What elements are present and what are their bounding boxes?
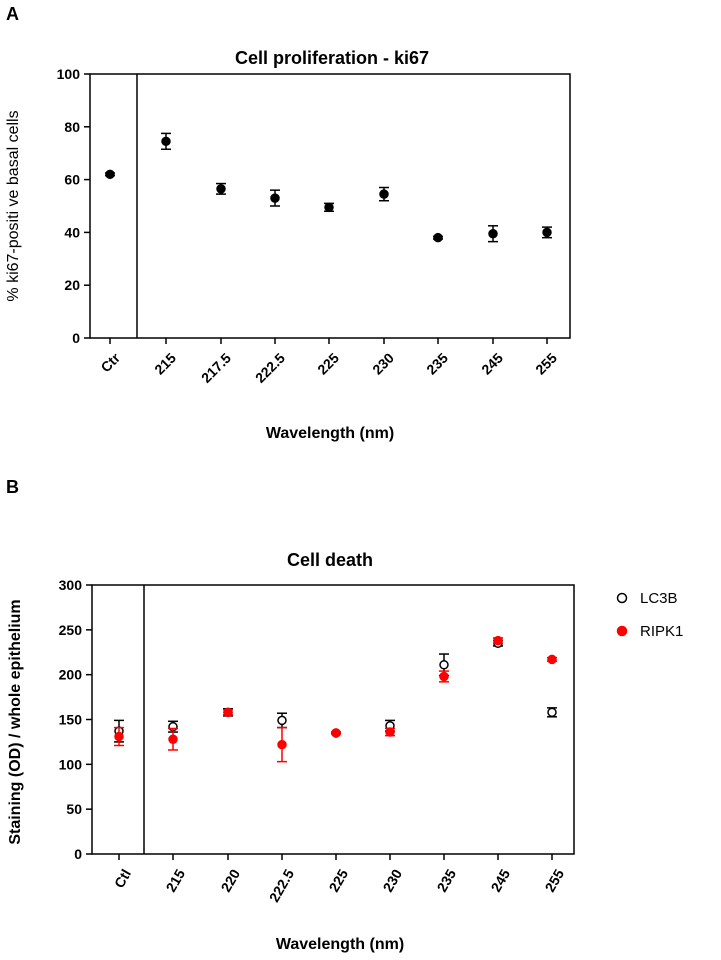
chart-b-data-point xyxy=(168,734,178,744)
chart-a-y-tick-label: 40 xyxy=(64,224,80,240)
chart-a-y-label: % ki67-positi ve basal cells xyxy=(5,110,22,301)
chart-b-data-point xyxy=(547,707,557,718)
chart-b-x-tick-label: 215 xyxy=(163,866,189,894)
chart-b-x-tick-label: 245 xyxy=(488,866,514,894)
chart-b-axes xyxy=(91,584,575,855)
chart-a-x-label: Wavelength (nm) xyxy=(266,425,394,442)
chart-b-legend: LC3B RIPK1 xyxy=(616,590,683,640)
chart-a-data-point xyxy=(488,228,498,239)
chart-b-x-tick-label: 230 xyxy=(380,866,406,894)
chart-a-x-tick-label: 230 xyxy=(369,350,397,378)
chart-b-cell-death: Cell death Staining (OD) / whole epithel… xyxy=(7,550,683,953)
chart-a-y-tick-label: 20 xyxy=(64,277,80,293)
chart-a-y-tick-label: 80 xyxy=(64,119,80,135)
panel-letter-b: B xyxy=(6,477,19,497)
chart-b-frame xyxy=(91,584,575,855)
chart-b-data-point xyxy=(385,727,395,737)
chart-b-x-ticks: Ctl 215 220 222.5 225 230 235 245 255 xyxy=(111,854,567,905)
chart-b-series-ripk1 xyxy=(114,635,557,763)
chart-a-x-tick-label: 225 xyxy=(314,350,342,378)
chart-b-data-point xyxy=(331,728,341,738)
chart-b-y-tick-label: 0 xyxy=(74,846,82,862)
chart-b-y-tick-label: 150 xyxy=(59,712,83,728)
chart-b-y-tick-label: 200 xyxy=(59,667,83,683)
chart-a-x-tick-label: 235 xyxy=(423,350,451,378)
chart-b-y-tick-label: 100 xyxy=(59,756,83,772)
chart-b-data-point xyxy=(277,715,287,726)
chart-b-data-point xyxy=(114,731,124,742)
legend-label-ripk1: RIPK1 xyxy=(640,623,683,640)
chart-b-data-point xyxy=(439,660,449,670)
chart-b-data-point xyxy=(547,654,557,665)
chart-b-y-tick-label: 300 xyxy=(59,577,83,593)
chart-a-ki67: Cell proliferation - ki67 % ki67-positi … xyxy=(5,48,571,442)
chart-b-y-ticks: 0 50 100 150 200 250 300 xyxy=(59,577,92,862)
chart-b-y-tick-label: 250 xyxy=(59,622,83,638)
chart-b-series-lc3b xyxy=(114,638,557,743)
chart-b-x-tick-label: 255 xyxy=(542,866,568,894)
legend-label-lc3b: LC3B xyxy=(640,590,678,607)
chart-a-y-tick-label: 0 xyxy=(72,330,80,346)
chart-a-series-ki67 xyxy=(105,132,552,243)
chart-a-data-point xyxy=(216,184,226,194)
chart-a-x-tick-label: 255 xyxy=(532,350,560,378)
chart-a-y-ticks: 0 20 40 60 80 100 xyxy=(57,66,90,346)
chart-a-y-tick-label: 60 xyxy=(64,172,80,188)
chart-a-y-tick-label: 100 xyxy=(57,66,81,82)
chart-a-points xyxy=(105,132,552,243)
chart-b-data-point xyxy=(493,635,503,646)
chart-a-frame xyxy=(89,73,571,339)
chart-a-axes xyxy=(89,73,571,339)
chart-b-x-tick-label: 235 xyxy=(434,866,460,894)
chart-b-y-label: Staining (OD) / whole epithelium xyxy=(7,599,24,844)
chart-b-data-point xyxy=(277,739,287,750)
chart-a-x-tick-label: 222.5 xyxy=(252,350,288,386)
panel-letter-a: A xyxy=(6,4,19,24)
chart-a-x-tick-label: Ctr xyxy=(97,349,123,375)
chart-a-x-tick-label: 215 xyxy=(151,350,179,378)
chart-a-x-tick-label: 217.5 xyxy=(198,350,234,386)
chart-a-data-point xyxy=(324,202,334,213)
chart-b-data-point xyxy=(223,707,233,718)
chart-a-title: Cell proliferation - ki67 xyxy=(235,48,429,68)
chart-a-data-point xyxy=(161,136,171,147)
chart-b-x-tick-label: 220 xyxy=(218,866,244,894)
chart-b-x-tick-label: Ctl xyxy=(111,866,134,890)
chart-a-data-point xyxy=(379,189,389,199)
chart-a-data-point xyxy=(542,227,552,238)
chart-a-data-point xyxy=(270,193,280,203)
legend-marker-lc3b xyxy=(616,592,628,604)
chart-b-y-tick-label: 50 xyxy=(66,801,82,817)
chart-b-x-tick-label: 225 xyxy=(326,866,352,894)
chart-a-data-point xyxy=(105,169,115,180)
chart-b-x-label: Wavelength (nm) xyxy=(276,936,404,953)
chart-a-data-point xyxy=(433,232,443,243)
chart-a-x-ticks: Ctr 215 217.5 222.5 225 230 235 245 255 xyxy=(97,338,560,386)
chart-b-title: Cell death xyxy=(287,550,373,570)
chart-a-x-tick-label: 245 xyxy=(478,350,506,378)
legend-marker-ripk1 xyxy=(616,625,628,637)
chart-b-x-tick-label: 222.5 xyxy=(266,866,297,905)
chart-b-data-point xyxy=(439,671,449,682)
chart-b-points xyxy=(114,635,557,763)
